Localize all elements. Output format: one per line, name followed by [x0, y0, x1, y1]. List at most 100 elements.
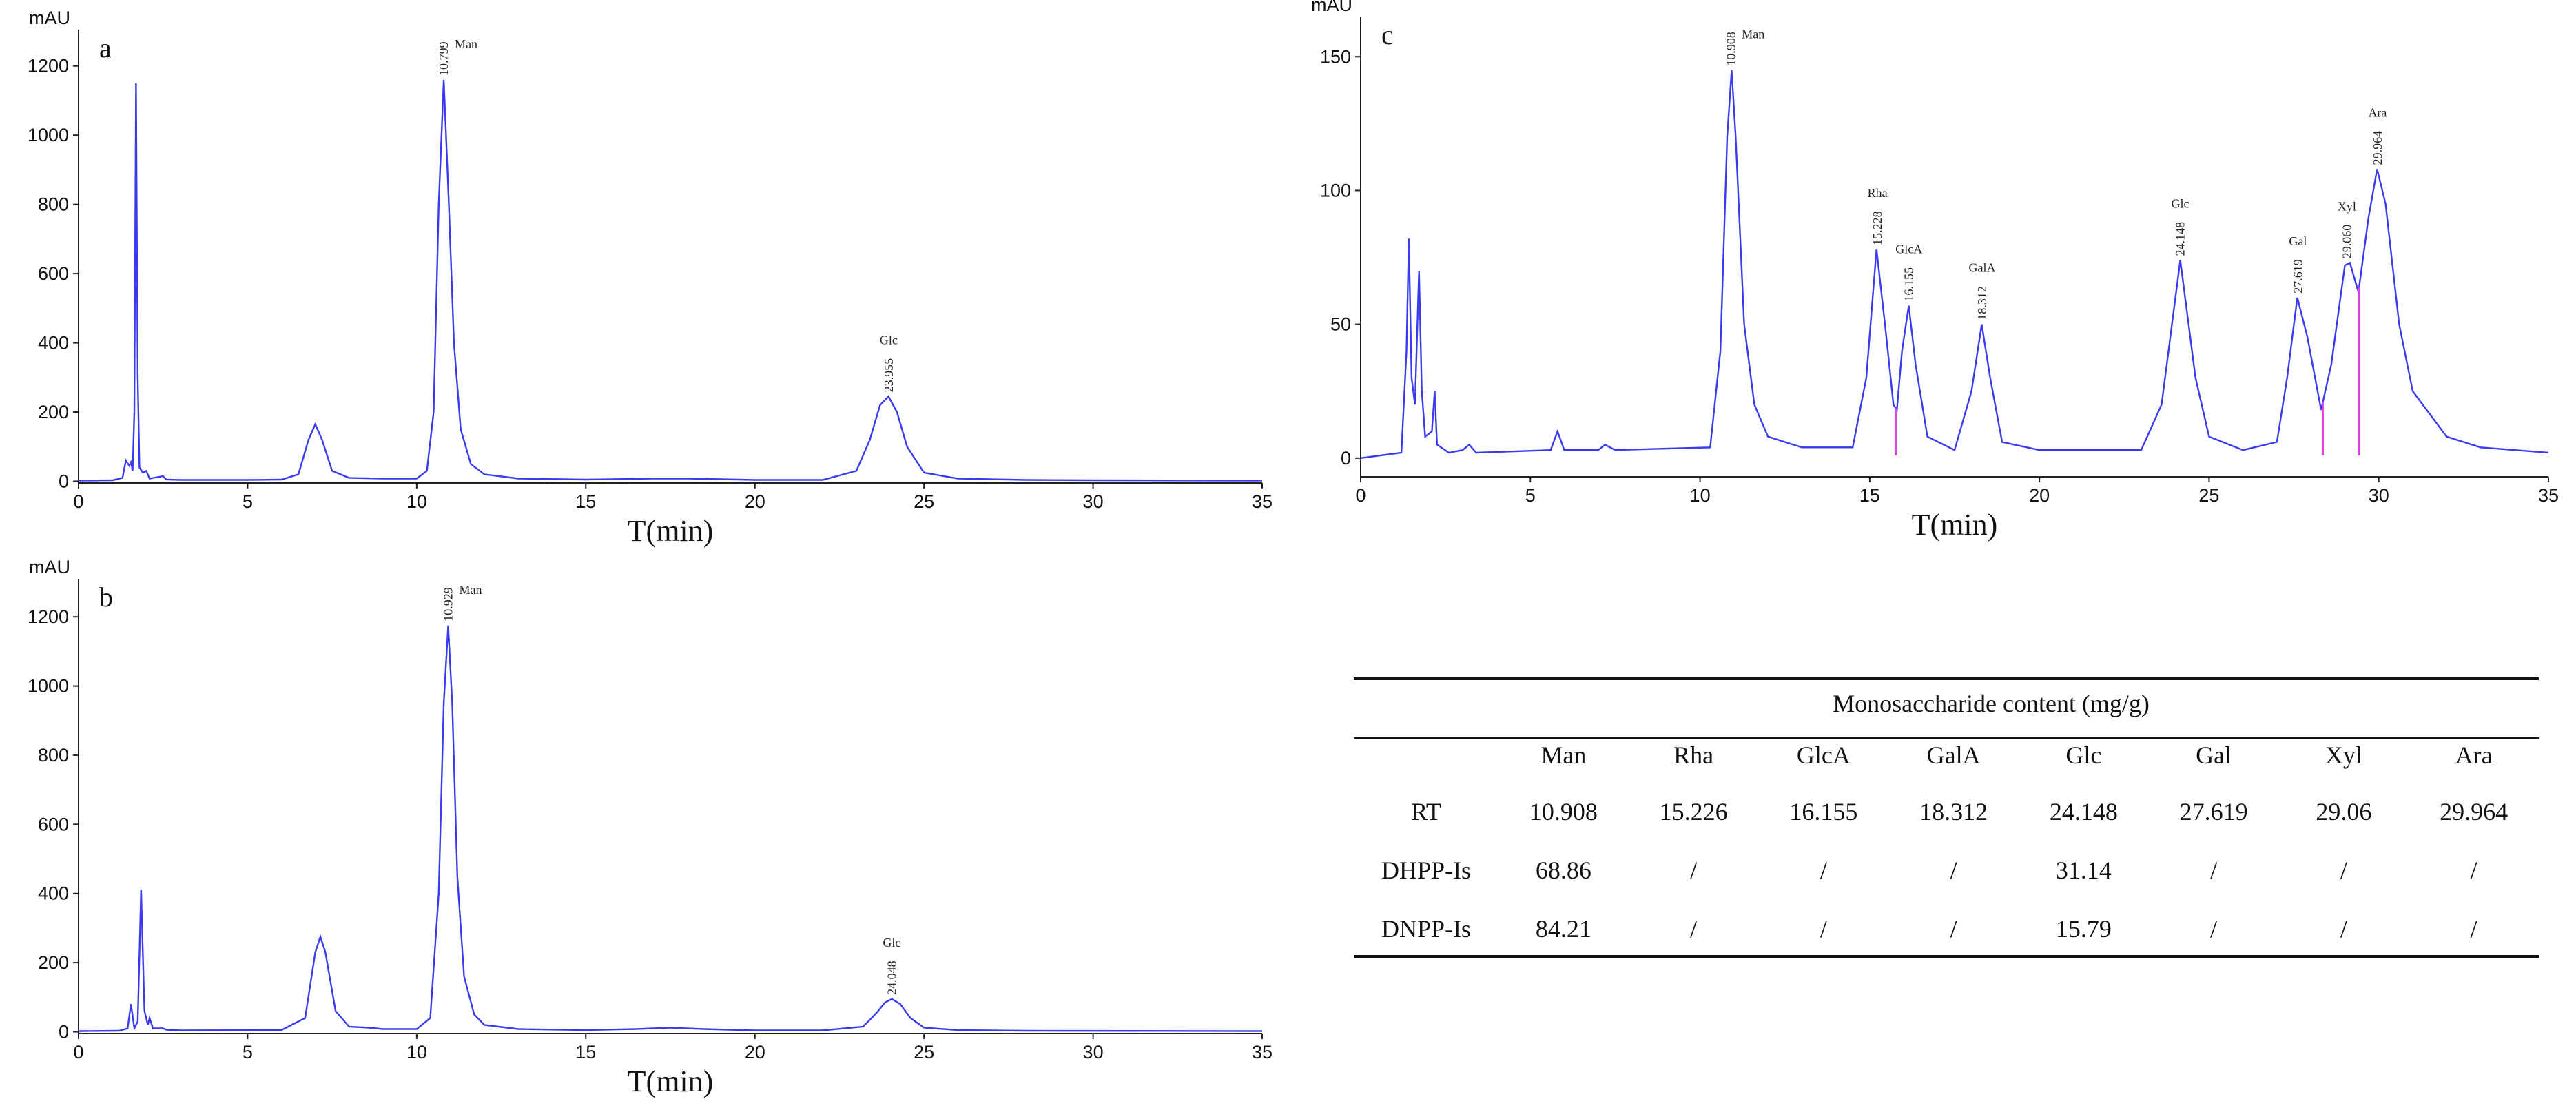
y-tick-label: 800	[38, 745, 69, 766]
x-tick-label: 15	[1859, 485, 1880, 506]
retention-time: 18.312	[1975, 286, 1989, 320]
retention-time: 24.048	[885, 961, 898, 995]
column-header: Glc	[2065, 741, 2101, 769]
table-cell: 29.964	[2440, 798, 2508, 825]
table-cell: 84.21	[1536, 915, 1591, 943]
x-tick-label: 30	[1083, 491, 1104, 512]
table-title: Monosaccharide content (mg/g)	[1833, 690, 2150, 717]
x-tick-label: 20	[745, 1042, 765, 1062]
x-tick-label: 25	[914, 491, 934, 512]
table-cell: 31.14	[2056, 856, 2112, 884]
y-tick-label: 150	[1320, 46, 1351, 67]
x-tick-label: 20	[745, 491, 765, 512]
column-header: Xyl	[2325, 741, 2362, 769]
peak-name: Xyl	[2338, 199, 2356, 213]
panel-label: a	[99, 32, 112, 63]
table-cell: /	[2340, 915, 2347, 943]
table-cell: 27.619	[2180, 798, 2248, 825]
y-tick-label: 1200	[28, 606, 69, 627]
x-tick-label: 10	[1690, 485, 1711, 506]
chromatogram-line	[78, 79, 1263, 482]
peak-name: Glc	[2171, 196, 2189, 210]
y-tick-label: 200	[38, 952, 69, 973]
retention-time: 29.964	[2371, 131, 2384, 165]
retention-time: 10.908	[1724, 32, 1738, 66]
y-tick-label: 800	[38, 194, 69, 215]
peak-name: Glc	[880, 333, 898, 347]
y-tick-label: 0	[59, 1021, 69, 1042]
table-cell: /	[2210, 856, 2217, 884]
chromatogram-line	[1360, 70, 2549, 459]
y-tick-label: 0	[59, 471, 69, 491]
x-axis-label: T(min)	[628, 1065, 714, 1098]
retention-time: 15.228	[1871, 211, 1884, 245]
row-label: DHPP-Is	[1381, 856, 1471, 884]
retention-time: 10.799	[437, 41, 451, 76]
x-tick-label: 30	[2369, 485, 2389, 506]
table-cell: 68.86	[1536, 856, 1591, 884]
table-cell: 16.155	[1789, 798, 1857, 825]
y-tick-label: 600	[38, 814, 69, 834]
y-tick-label: 200	[38, 402, 69, 422]
column-header: GlcA	[1797, 741, 1851, 769]
x-tick-label: 0	[73, 1042, 83, 1062]
table-cell: /	[1820, 856, 1827, 884]
row-label: RT	[1411, 798, 1441, 825]
panel-label: b	[99, 582, 113, 613]
x-tick-label: 15	[575, 1042, 596, 1062]
table-cell: /	[1690, 915, 1697, 943]
table-cell: /	[2210, 915, 2217, 943]
y-axis-label: mAU	[1311, 0, 1352, 15]
peak-name: Man	[455, 37, 477, 51]
y-tick-label: 400	[38, 333, 69, 353]
table-cell: /	[1950, 915, 1957, 943]
column-header: Ara	[2455, 741, 2493, 769]
peak-name: GlcA	[1895, 242, 1922, 256]
peak-name: Man	[459, 583, 482, 597]
x-tick-label: 5	[243, 491, 253, 512]
y-tick-label: 600	[38, 263, 69, 284]
table-cell: 29.06	[2316, 798, 2371, 825]
table-cell: 15.79	[2056, 915, 2112, 943]
column-header: Rha	[1673, 741, 1713, 769]
table-cell: 24.148	[2050, 798, 2118, 825]
retention-time: 16.155	[1902, 267, 1916, 302]
x-tick-label: 35	[1252, 491, 1272, 512]
retention-time: 23.955	[882, 358, 896, 393]
y-tick-label: 1200	[28, 56, 69, 76]
table-cell: 18.312	[1919, 798, 1988, 825]
table-cell: /	[1690, 856, 1697, 884]
x-tick-label: 35	[1252, 1042, 1272, 1062]
y-tick-label: 400	[38, 883, 69, 904]
chromatogram-line	[78, 625, 1263, 1032]
x-tick-label: 5	[1525, 485, 1536, 506]
column-header: Gal	[2196, 741, 2232, 769]
x-tick-label: 25	[2198, 485, 2219, 506]
peak-name: Rha	[1868, 186, 1888, 200]
table-cell: /	[2471, 856, 2477, 884]
retention-time: 24.148	[2173, 222, 2187, 256]
retention-time: 27.619	[2291, 259, 2305, 294]
table-cell: 10.908	[1529, 798, 1598, 825]
x-tick-label: 30	[1083, 1042, 1104, 1062]
table-cell: /	[2471, 915, 2477, 943]
x-tick-label: 35	[2538, 485, 2559, 506]
panel-label: c	[1381, 19, 1394, 50]
x-tick-label: 0	[73, 491, 83, 512]
table-cell: /	[1820, 915, 1827, 943]
x-axis-label: T(min)	[628, 514, 714, 548]
y-axis-label: mAU	[29, 8, 70, 28]
peak-name: Ara	[2368, 105, 2387, 119]
x-axis-label: T(min)	[1912, 508, 1998, 542]
y-tick-label: 50	[1330, 314, 1351, 335]
x-tick-label: 10	[406, 1042, 427, 1062]
peak-name: GalA	[1968, 261, 1995, 275]
peak-name: Glc	[883, 936, 900, 949]
x-tick-label: 20	[2029, 485, 2050, 506]
column-header: GalA	[1927, 741, 1981, 769]
x-tick-label: 0	[1355, 485, 1366, 506]
peak-name: Gal	[2289, 234, 2307, 248]
retention-time: 10.929	[441, 587, 455, 622]
